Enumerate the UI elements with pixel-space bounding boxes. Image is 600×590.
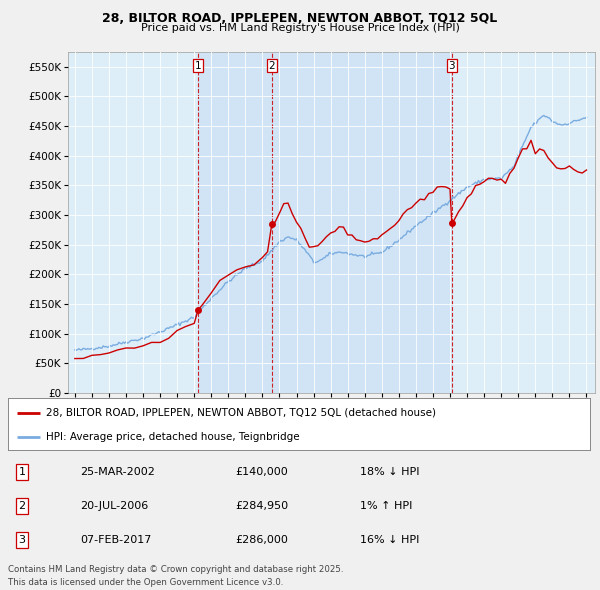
Text: 28, BILTOR ROAD, IPPLEPEN, NEWTON ABBOT, TQ12 5QL: 28, BILTOR ROAD, IPPLEPEN, NEWTON ABBOT,… [103, 12, 497, 25]
Text: 1: 1 [19, 467, 25, 477]
Text: 28, BILTOR ROAD, IPPLEPEN, NEWTON ABBOT, TQ12 5QL (detached house): 28, BILTOR ROAD, IPPLEPEN, NEWTON ABBOT,… [46, 408, 436, 418]
Text: 20-JUL-2006: 20-JUL-2006 [80, 501, 148, 511]
Text: 25-MAR-2002: 25-MAR-2002 [80, 467, 155, 477]
Text: £286,000: £286,000 [235, 535, 288, 545]
Text: 3: 3 [448, 61, 455, 71]
Text: 3: 3 [19, 535, 25, 545]
Text: HPI: Average price, detached house, Teignbridge: HPI: Average price, detached house, Teig… [46, 432, 299, 442]
Text: Contains HM Land Registry data © Crown copyright and database right 2025.
This d: Contains HM Land Registry data © Crown c… [8, 565, 343, 586]
Bar [198, 52, 272, 393]
Text: Price paid vs. HM Land Registry's House Price Index (HPI): Price paid vs. HM Land Registry's House … [140, 23, 460, 33]
Text: £140,000: £140,000 [235, 467, 288, 477]
Bar [272, 52, 452, 393]
Text: 16% ↓ HPI: 16% ↓ HPI [360, 535, 419, 545]
Text: 18% ↓ HPI: 18% ↓ HPI [360, 467, 419, 477]
Text: 2: 2 [268, 61, 275, 71]
Text: 1% ↑ HPI: 1% ↑ HPI [360, 501, 412, 511]
Text: 2: 2 [19, 501, 26, 511]
Text: 1: 1 [195, 61, 202, 71]
Text: £284,950: £284,950 [235, 501, 288, 511]
Text: 07-FEB-2017: 07-FEB-2017 [80, 535, 151, 545]
